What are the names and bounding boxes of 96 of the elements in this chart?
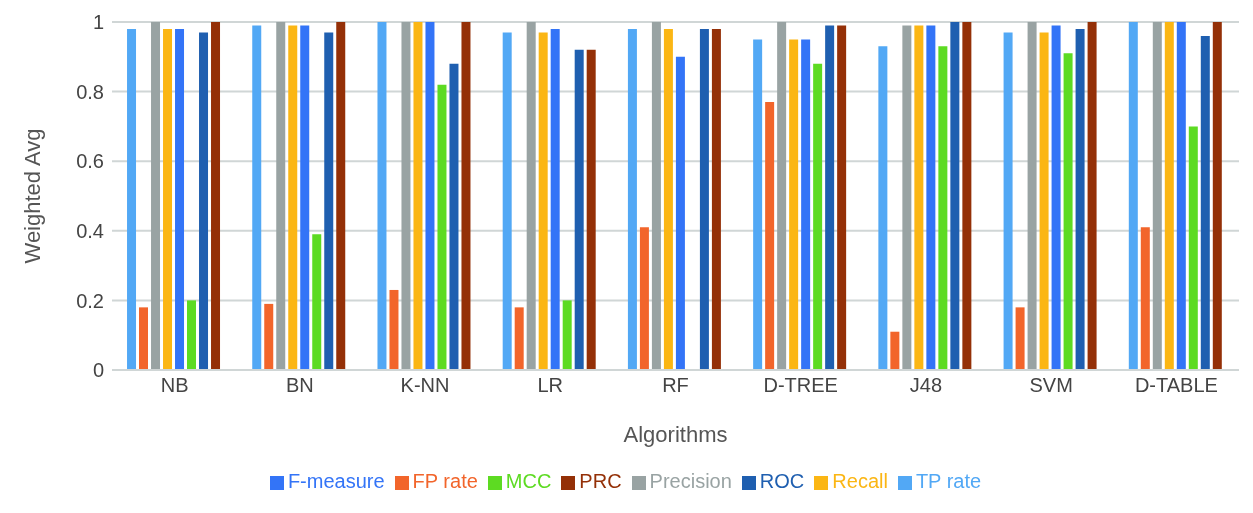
bar [586,49,596,370]
bar [1176,22,1186,370]
bar [312,234,322,370]
legend-label: Precision [649,470,732,492]
bar [526,22,536,370]
bar [211,22,221,370]
bar [425,22,435,370]
legend-label: F-measure [287,470,385,492]
bar [1075,28,1085,370]
bar [663,28,673,370]
legend-label: PRC [579,470,622,492]
legend-label: ROC [759,470,805,492]
bar [902,25,912,370]
bar [276,22,286,370]
bar [1039,32,1049,370]
bar [878,46,888,370]
x-tick-label: RF [662,374,689,397]
bar [711,28,721,370]
y-tick-label: 0 [92,359,104,382]
bar [514,307,524,370]
x-tick-label: K-NN [400,374,450,397]
bar [1212,22,1222,370]
bar [127,28,137,370]
bar [651,22,661,370]
legend-label: MCC [505,470,552,492]
bar [1152,22,1162,370]
bar [437,84,447,370]
bar [449,63,459,370]
bar [377,22,387,370]
bar [550,28,560,370]
x-tick-label: LR [537,374,564,397]
bar [813,63,823,370]
bar [336,22,346,370]
y-tick-label: 0.6 [76,150,104,173]
x-tick-label: SVM [1029,374,1073,397]
y-tick-label: 0.2 [76,289,104,312]
bar [502,32,512,370]
bar [252,25,262,370]
bar [950,22,960,370]
x-tick-label: J48 [909,374,943,397]
bar [288,25,298,370]
bar [789,39,799,370]
bar [187,300,197,370]
y-tick-label: 0.8 [76,80,104,103]
legend-label: Recall [832,470,888,492]
x-tick-label: NB [160,374,189,397]
y-tick-label: 0.4 [76,219,104,242]
x-tick-label: D-TREE [763,374,838,397]
x-axis-title: Algorithms [623,422,728,447]
bar [801,39,811,370]
bar [1200,35,1210,370]
bar [1087,22,1097,370]
bar [1063,53,1073,370]
bar [1128,22,1138,370]
bar [1027,22,1037,370]
bar [324,32,334,370]
bar [264,303,274,370]
bar [777,22,787,370]
bar [926,25,936,370]
bar [389,289,399,370]
bar [413,22,423,370]
bar [627,28,637,370]
bar [753,39,763,370]
bar [461,22,471,370]
bar [962,22,972,370]
bar [1140,227,1150,370]
bar [300,25,310,370]
bar [825,25,835,370]
bar [1003,32,1013,370]
bar [175,28,185,370]
legend-label: TP rate [915,470,982,492]
bar [639,227,649,370]
legend-label: FP rate [412,470,478,492]
bar [699,28,709,370]
x-tick-label: BN [285,374,314,397]
bar [199,32,209,370]
bar [914,25,924,370]
bar [675,56,685,370]
bar [163,28,173,370]
bar [1051,25,1061,370]
bar [837,25,847,370]
bar [151,22,161,370]
bar [562,300,572,370]
bar [401,22,411,370]
bar [890,331,900,370]
bar [765,102,775,370]
bar [139,307,149,370]
bar [1015,307,1025,370]
y-axis-title: Weighted Avg [19,128,45,264]
x-tick-label: D-TABLE [1134,374,1218,397]
bar [1188,126,1198,370]
bar [1164,22,1174,370]
bar [574,49,584,370]
bar [938,46,948,370]
bar [538,32,548,370]
y-tick-label: 1 [92,11,104,34]
